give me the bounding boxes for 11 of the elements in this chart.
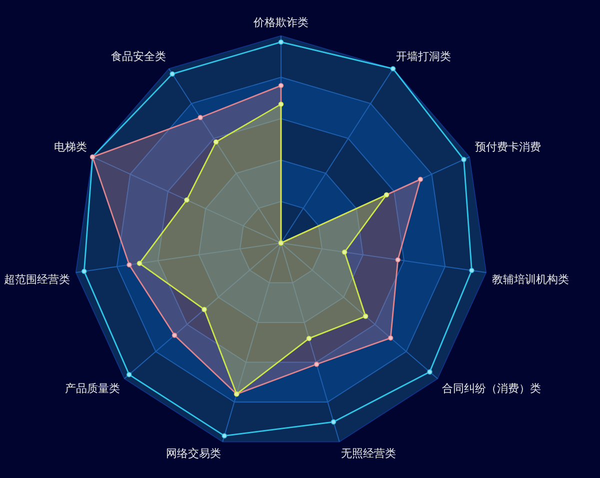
spoke-label: 开墙打洞类 — [396, 50, 452, 63]
spoke-label: 电梯类 — [54, 140, 88, 154]
spoke-label: 超范围经营类 — [4, 272, 70, 286]
spoke-label: 无照经营类 — [341, 446, 396, 460]
spoke-label: 价格欺诈类 — [252, 16, 308, 30]
spoke-label: 合同纠纷（消费）类 — [442, 382, 542, 396]
spoke-label: 预付费卡消费 — [474, 140, 541, 154]
spoke-label: 食品安全类 — [110, 50, 166, 63]
spoke-label: 网络交易类 — [166, 446, 221, 460]
spoke-label: 教辅培训机构类 — [492, 272, 569, 286]
spoke-label: 产品质量类 — [64, 382, 120, 396]
